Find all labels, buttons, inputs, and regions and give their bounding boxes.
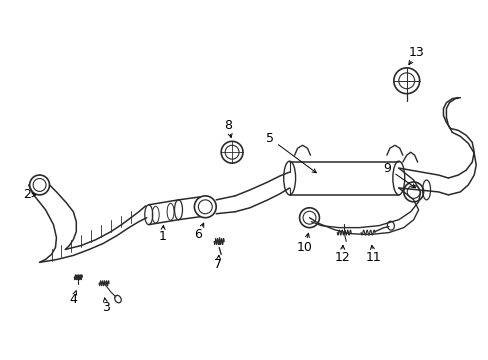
Text: 3: 3 <box>102 301 110 314</box>
Text: 9: 9 <box>382 162 390 175</box>
Text: 7: 7 <box>214 258 222 271</box>
Text: 10: 10 <box>296 241 312 254</box>
Text: 2: 2 <box>23 188 31 201</box>
Text: 12: 12 <box>334 251 349 264</box>
Ellipse shape <box>386 221 393 230</box>
Text: 11: 11 <box>366 251 381 264</box>
Text: 5: 5 <box>265 132 273 145</box>
Text: 1: 1 <box>159 230 166 243</box>
Text: 6: 6 <box>194 228 202 241</box>
Text: 4: 4 <box>69 293 77 306</box>
Text: 13: 13 <box>408 46 424 59</box>
Text: 8: 8 <box>224 119 232 132</box>
